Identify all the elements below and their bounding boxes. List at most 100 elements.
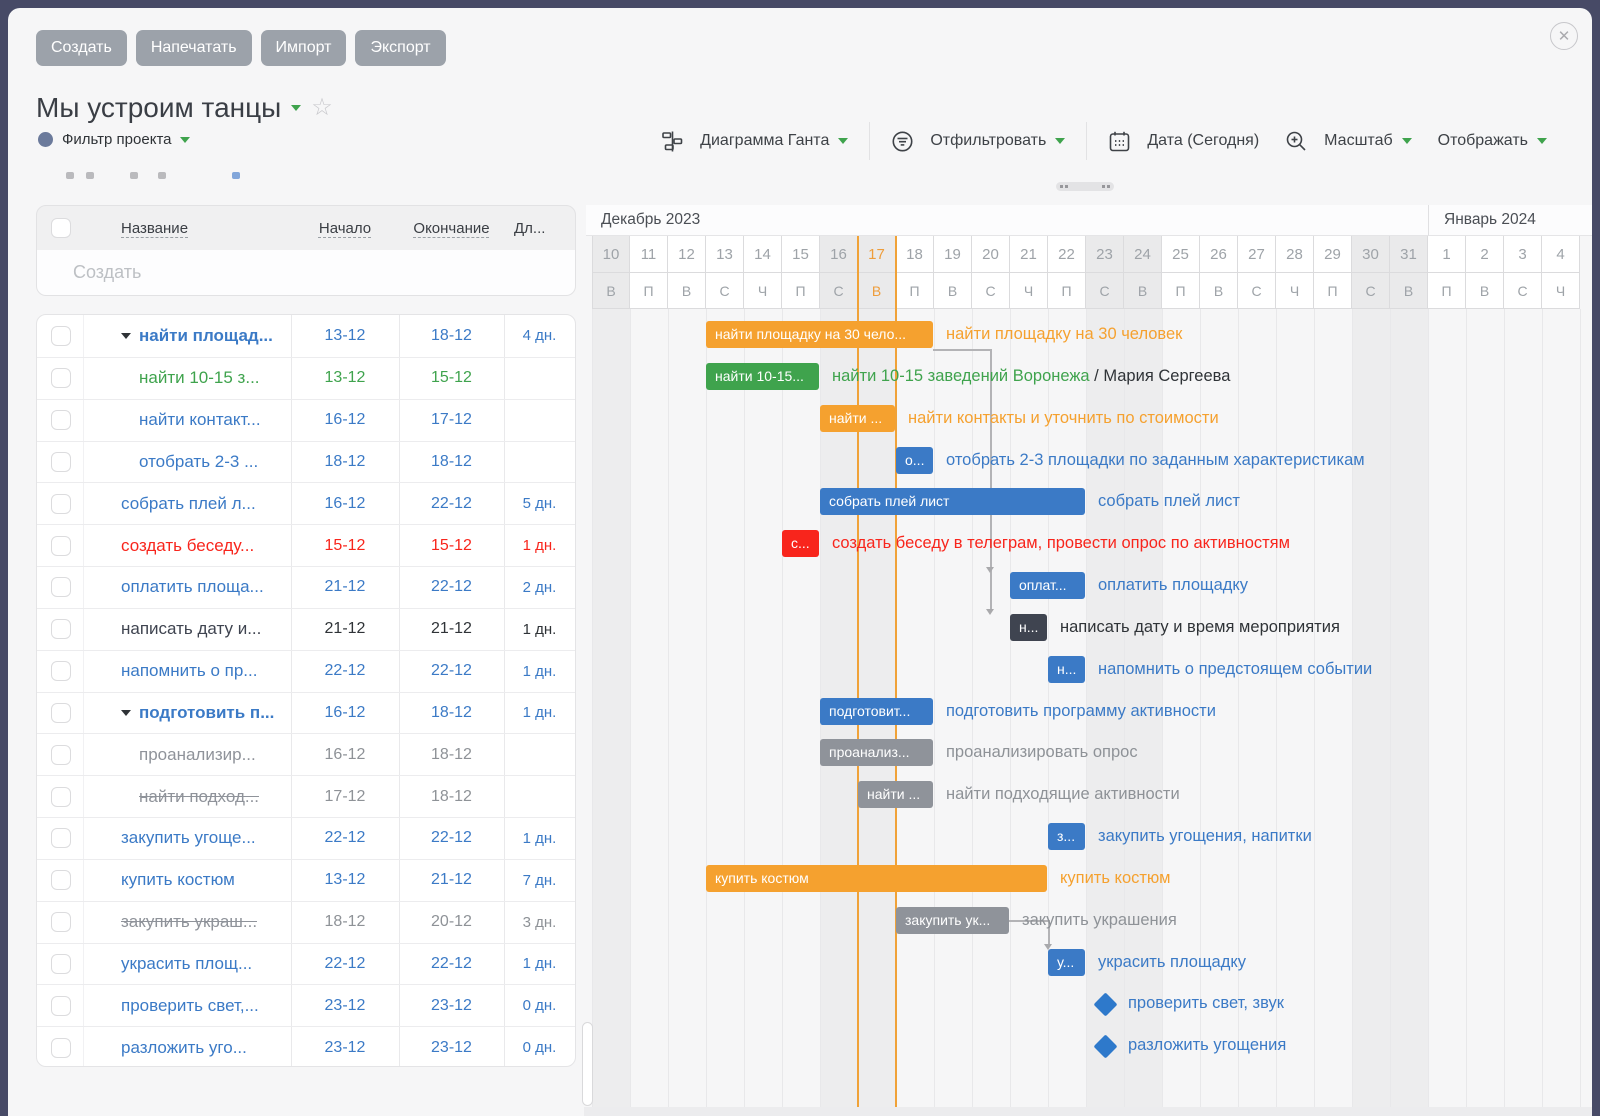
- task-start-cell[interactable]: 22-12: [324, 954, 366, 972]
- view-toolbar-item[interactable]: Масштаб: [1285, 130, 1412, 153]
- task-name-cell[interactable]: проанализир...: [83, 745, 291, 765]
- task-checkbox[interactable]: [51, 744, 71, 765]
- task-duration-cell[interactable]: 2 дн.: [522, 578, 557, 596]
- task-end-cell[interactable]: 18-12: [431, 787, 472, 805]
- task-name-cell[interactable]: купить костюм: [83, 870, 291, 890]
- gantt-bar[interactable]: найти ...: [858, 781, 933, 809]
- column-header-end[interactable]: Окончание: [413, 219, 490, 237]
- gantt-bar[interactable]: н...: [1010, 613, 1047, 641]
- gantt-bar[interactable]: найти ...: [820, 404, 895, 432]
- task-checkbox[interactable]: [51, 410, 71, 431]
- task-name-cell[interactable]: найти подход...: [83, 787, 291, 807]
- task-checkbox[interactable]: [51, 870, 71, 891]
- task-duration-cell[interactable]: 1 дн.: [522, 537, 557, 555]
- task-end-cell[interactable]: 20-12: [431, 913, 472, 931]
- task-duration-cell[interactable]: 5 дн.: [522, 495, 557, 513]
- task-duration-cell[interactable]: 1 дн.: [522, 662, 557, 680]
- task-end-cell[interactable]: 23-12: [431, 996, 472, 1014]
- gantt-bar[interactable]: закупить ук...: [896, 906, 1009, 934]
- task-name-cell[interactable]: разложить уго...: [83, 1038, 291, 1058]
- column-header-name[interactable]: Название: [121, 219, 189, 237]
- task-duration-cell[interactable]: 1 дн.: [522, 704, 557, 722]
- task-name-cell[interactable]: подготовить п...: [83, 703, 291, 723]
- task-checkbox[interactable]: [51, 368, 71, 389]
- gantt-bar[interactable]: купить костюм: [706, 864, 1047, 892]
- task-start-cell[interactable]: 13-12: [324, 369, 366, 387]
- task-checkbox[interactable]: [51, 1037, 71, 1058]
- task-end-cell[interactable]: 21-12: [431, 620, 472, 638]
- task-duration-cell[interactable]: 1 дн.: [522, 955, 557, 973]
- task-start-cell[interactable]: 13-12: [324, 326, 366, 344]
- task-checkbox[interactable]: [51, 619, 71, 640]
- task-name-cell[interactable]: отобрать 2-3 ...: [83, 452, 291, 472]
- create-task-input[interactable]: Создать: [36, 250, 576, 296]
- view-toolbar-item[interactable]: Отображать: [1438, 132, 1547, 150]
- task-name-cell[interactable]: найти 10-15 з...: [83, 368, 291, 388]
- task-start-cell[interactable]: 16-12: [324, 411, 366, 429]
- task-name-cell[interactable]: собрать плей л...: [83, 494, 291, 514]
- task-start-cell[interactable]: 22-12: [324, 829, 366, 847]
- view-toolbar-item[interactable]: Диаграмма Ганта: [661, 130, 849, 153]
- task-duration-cell[interactable]: 1 дн.: [522, 620, 557, 638]
- task-end-cell[interactable]: 22-12: [431, 829, 472, 847]
- task-name-cell[interactable]: проверить свет,...: [83, 996, 291, 1016]
- task-checkbox[interactable]: [51, 577, 71, 598]
- gantt-bar[interactable]: подготовит...: [820, 697, 933, 725]
- gantt-bar[interactable]: о...: [896, 446, 933, 474]
- task-checkbox[interactable]: [51, 325, 71, 346]
- task-name-cell[interactable]: написать дату и...: [83, 619, 291, 639]
- task-duration-cell[interactable]: 7 дн.: [522, 871, 557, 889]
- toolbar-button[interactable]: Создать: [36, 30, 127, 66]
- task-end-cell[interactable]: 22-12: [431, 494, 472, 512]
- task-name-cell[interactable]: закупить угоще...: [83, 828, 291, 848]
- task-start-cell[interactable]: 18-12: [324, 913, 366, 931]
- task-checkbox[interactable]: [51, 912, 71, 933]
- task-end-cell[interactable]: 17-12: [431, 411, 472, 429]
- toolbar-button[interactable]: Импорт: [260, 30, 347, 66]
- toolbar-button[interactable]: Напечатать: [135, 30, 252, 66]
- horizontal-scrollbar-track[interactable]: [584, 1107, 1592, 1116]
- vertical-scrollbar-thumb[interactable]: [582, 1022, 593, 1106]
- task-end-cell[interactable]: 18-12: [431, 326, 472, 344]
- task-name-cell[interactable]: украсить площ...: [83, 954, 291, 974]
- task-duration-cell[interactable]: 3 дн.: [522, 913, 557, 931]
- collapse-caret-icon[interactable]: [121, 332, 131, 339]
- task-name-cell[interactable]: найти контакт...: [83, 410, 291, 430]
- task-checkbox[interactable]: [51, 786, 71, 807]
- task-end-cell[interactable]: 18-12: [431, 745, 472, 763]
- task-start-cell[interactable]: 21-12: [324, 578, 366, 596]
- task-end-cell[interactable]: 21-12: [431, 871, 472, 889]
- gantt-bar[interactable]: собрать плей лист: [820, 488, 1085, 516]
- gantt-bar[interactable]: с...: [782, 530, 819, 558]
- toolbar-button[interactable]: Экспорт: [355, 30, 446, 66]
- task-start-cell[interactable]: 13-12: [324, 871, 366, 889]
- task-name-cell[interactable]: закупить украш...: [83, 912, 291, 932]
- task-checkbox[interactable]: [51, 535, 71, 556]
- task-start-cell[interactable]: 17-12: [324, 787, 366, 805]
- task-name-cell[interactable]: найти площад...: [83, 326, 291, 346]
- gantt-bar[interactable]: з...: [1048, 823, 1085, 850]
- task-checkbox[interactable]: [51, 702, 71, 723]
- task-checkbox[interactable]: [51, 493, 71, 514]
- task-end-cell[interactable]: 23-12: [431, 1038, 472, 1056]
- task-duration-cell[interactable]: 0 дн.: [522, 997, 557, 1015]
- task-duration-cell[interactable]: 1 дн.: [522, 829, 557, 847]
- task-start-cell[interactable]: 16-12: [324, 494, 366, 512]
- task-name-cell[interactable]: оплатить площа...: [83, 577, 291, 597]
- chart-scrollbar[interactable]: [1056, 182, 1114, 191]
- task-checkbox[interactable]: [51, 953, 71, 974]
- title-dropdown-caret-icon[interactable]: [291, 105, 302, 111]
- close-button[interactable]: ✕: [1550, 22, 1578, 50]
- gantt-bar[interactable]: найти площадку на 30 чело...: [706, 321, 933, 348]
- gantt-bar[interactable]: у...: [1048, 948, 1085, 976]
- task-checkbox[interactable]: [51, 451, 71, 472]
- task-end-cell[interactable]: 22-12: [431, 578, 472, 596]
- task-start-cell[interactable]: 23-12: [324, 996, 366, 1014]
- gantt-bar[interactable]: н...: [1048, 655, 1085, 683]
- gantt-bar[interactable]: найти 10-15...: [706, 362, 819, 390]
- task-checkbox[interactable]: [51, 995, 71, 1016]
- task-duration-cell[interactable]: 0 дн.: [522, 1039, 557, 1057]
- task-name-cell[interactable]: напомнить о пр...: [83, 661, 291, 681]
- project-filter[interactable]: Фильтр проекта: [38, 131, 191, 148]
- task-end-cell[interactable]: 18-12: [431, 452, 472, 470]
